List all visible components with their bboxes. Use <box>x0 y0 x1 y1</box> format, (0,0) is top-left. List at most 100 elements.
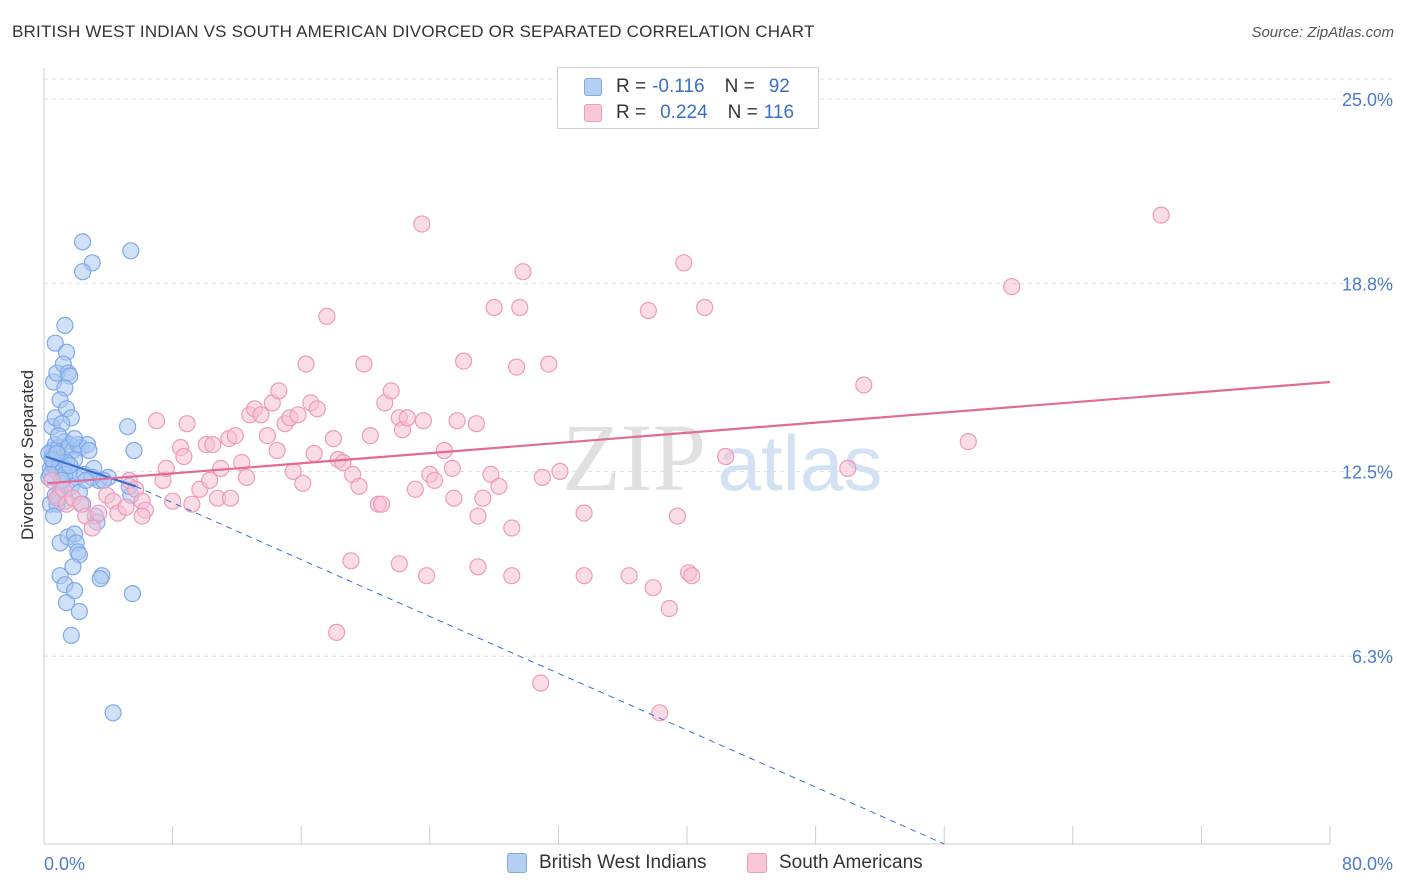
point-south-american <box>660 599 678 618</box>
point-british-west-indian <box>65 430 84 448</box>
point-south-american <box>533 468 551 486</box>
x-tick-label: 80.0% <box>1342 854 1393 874</box>
point-south-american <box>507 358 526 376</box>
series-legend-south-americans: South Americans <box>747 852 923 874</box>
point-south-american <box>620 567 638 585</box>
point-south-american <box>532 674 550 692</box>
watermark: ZIP atlas <box>562 404 882 511</box>
point-south-american <box>668 507 687 525</box>
point-south-american <box>252 406 270 424</box>
point-south-american <box>467 415 485 433</box>
point-british-west-indian <box>125 441 143 460</box>
legend-r-value: -0.116 <box>652 76 705 97</box>
point-south-american <box>490 477 508 495</box>
series-legend: British West Indians South Americans <box>0 852 1406 876</box>
point-south-american <box>406 480 424 498</box>
point-south-american <box>361 427 379 445</box>
chart-source: Source: ZipAtlas.com <box>1251 24 1394 41</box>
point-south-american <box>683 567 701 585</box>
legend-r-label: R = <box>616 76 647 97</box>
point-south-american <box>639 301 658 320</box>
point-south-american <box>696 298 714 317</box>
point-south-american <box>83 519 101 537</box>
point-british-west-indian <box>70 602 89 621</box>
point-south-american <box>855 376 873 394</box>
point-south-american <box>503 567 521 585</box>
point-south-american <box>839 459 857 477</box>
point-south-american <box>204 436 222 454</box>
point-south-american <box>237 468 256 486</box>
point-british-west-indian <box>91 570 109 588</box>
legend: R = -0.116 N = 92 R = 0.224 N = 116 <box>557 67 819 129</box>
point-south-american <box>469 507 487 525</box>
point-south-american <box>445 489 463 507</box>
point-south-american <box>147 412 166 430</box>
point-british-west-indian <box>123 584 141 603</box>
point-british-west-indian <box>46 334 64 352</box>
point-south-american <box>469 558 487 576</box>
point-south-american <box>443 459 461 477</box>
point-south-american <box>511 298 529 317</box>
series-name: British West Indians <box>539 852 707 873</box>
point-south-american <box>178 415 196 433</box>
point-south-american <box>575 567 593 585</box>
point-british-west-indian <box>57 593 76 612</box>
point-south-american <box>551 462 569 480</box>
legend-n-label: N = <box>727 102 758 123</box>
axes <box>43 68 1331 845</box>
point-south-american <box>482 465 500 483</box>
point-south-american <box>398 409 416 427</box>
series-swatch-blue <box>507 853 527 873</box>
legend-swatch-blue <box>584 78 602 96</box>
point-south-american <box>334 453 352 472</box>
point-british-west-indian <box>44 507 63 525</box>
point-south-american <box>675 254 693 272</box>
point-british-west-indian <box>118 418 137 436</box>
point-south-american <box>413 215 431 233</box>
chart-title: BRITISH WEST INDIAN VS SOUTH AMERICAN DI… <box>12 22 815 41</box>
point-south-american <box>324 430 342 448</box>
point-south-american <box>258 427 276 445</box>
legend-row-british-west-indians: R = -0.116 N = 92 <box>584 75 790 99</box>
point-south-american <box>716 447 735 466</box>
legend-row-south-americans: R = 0.224 N = 116 <box>584 101 794 125</box>
series-name: South Americans <box>779 852 923 873</box>
point-south-american <box>382 382 400 400</box>
point-south-american <box>43 471 61 489</box>
point-south-american <box>426 471 444 489</box>
point-south-american <box>221 489 240 507</box>
watermark-atlas: atlas <box>718 419 883 507</box>
point-british-west-indian <box>73 233 92 251</box>
series-swatch-pink <box>747 853 767 873</box>
y-tick-label: 25.0% <box>1342 90 1393 110</box>
series-legend-british-west-indians: British West Indians <box>507 852 707 874</box>
y-tick-labels: 6.3% 12.5% 18.8% 25.0% <box>1342 90 1393 667</box>
trend-british-west-indians-dashed <box>135 485 945 845</box>
point-south-american <box>294 474 312 492</box>
watermark-zip: ZIP <box>562 404 706 511</box>
point-south-american <box>318 307 336 325</box>
point-south-american <box>201 471 219 489</box>
point-south-american <box>373 495 391 513</box>
point-south-american <box>157 459 175 477</box>
y-tick-label: 18.8% <box>1342 275 1393 295</box>
point-south-american <box>328 623 346 642</box>
point-british-west-indian <box>49 427 68 445</box>
point-south-american <box>297 355 315 373</box>
point-british-west-indian <box>122 242 140 260</box>
point-british-west-indian <box>62 626 80 645</box>
point-british-west-indian <box>104 704 122 722</box>
point-south-american <box>1003 278 1021 296</box>
point-south-american <box>183 495 201 513</box>
point-south-american <box>575 504 593 522</box>
point-south-american <box>164 492 182 510</box>
trend-lines <box>45 380 1331 845</box>
point-south-american <box>342 552 360 570</box>
point-south-american <box>289 406 307 424</box>
point-south-american <box>540 355 558 373</box>
x-tick-label: 0.0% <box>44 854 85 874</box>
point-south-american <box>644 579 662 597</box>
point-south-american <box>418 567 436 585</box>
point-south-american <box>308 400 326 418</box>
point-south-american <box>90 504 108 522</box>
